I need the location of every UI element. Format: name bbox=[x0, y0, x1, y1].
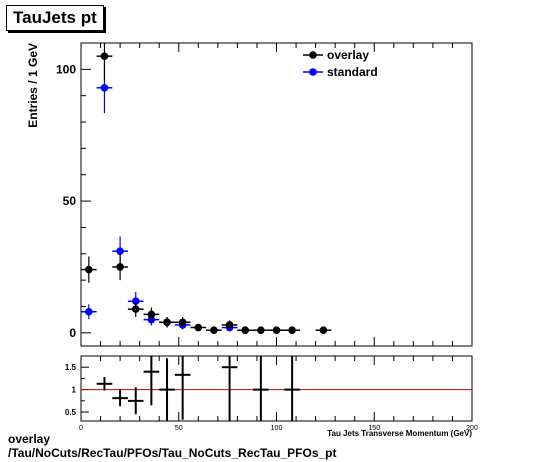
legend-label: overlay bbox=[327, 48, 369, 62]
overlay-point bbox=[159, 317, 175, 328]
overlay-point bbox=[268, 326, 285, 334]
marker bbox=[241, 326, 250, 334]
ratio-point bbox=[127, 387, 144, 415]
x-tick-label: 0 bbox=[79, 425, 83, 432]
x-tick-label: 100 bbox=[271, 425, 283, 432]
x-tick-label: 50 bbox=[175, 425, 183, 432]
footer-path: /Tau/NoCuts/RecTau/PFOs/Tau_NoCuts_RecTa… bbox=[8, 446, 337, 460]
ratio-point bbox=[221, 356, 238, 421]
ratio-point bbox=[143, 356, 160, 406]
legend-label: standard bbox=[327, 65, 378, 79]
ratio-y-tick-label: 1 bbox=[72, 386, 77, 395]
ratio-y-tick-label: 1.5 bbox=[65, 363, 77, 372]
marker bbox=[210, 326, 218, 334]
ratio-point bbox=[174, 356, 191, 420]
overlay-point bbox=[96, 43, 113, 83]
legend-marker bbox=[309, 68, 317, 76]
marker bbox=[272, 326, 281, 334]
overlay-point bbox=[143, 307, 160, 322]
marker bbox=[178, 318, 187, 327]
y-tick-label: 100 bbox=[56, 62, 76, 76]
legend-entry: standard bbox=[303, 65, 378, 79]
marker bbox=[85, 307, 93, 316]
marker bbox=[194, 323, 203, 332]
x-tick-label: 200 bbox=[466, 425, 478, 432]
overlay-point bbox=[253, 326, 269, 334]
ratio-point bbox=[159, 358, 175, 421]
overlay-point bbox=[284, 326, 300, 334]
ratio-point bbox=[284, 356, 300, 421]
overlay-point bbox=[81, 256, 97, 283]
marker bbox=[100, 52, 109, 60]
overlay-point bbox=[190, 323, 207, 332]
footer-label: overlay bbox=[8, 432, 51, 446]
marker bbox=[100, 83, 109, 92]
marker bbox=[163, 318, 171, 327]
y-tick-label: 0 bbox=[69, 326, 76, 340]
standard-point bbox=[81, 304, 97, 320]
marker bbox=[116, 263, 124, 271]
overlay-point bbox=[315, 326, 332, 334]
marker bbox=[225, 321, 234, 329]
overlay-point bbox=[127, 301, 144, 318]
ratio-point bbox=[253, 356, 269, 421]
overlay-point bbox=[221, 320, 238, 330]
marker bbox=[288, 326, 296, 334]
marker bbox=[147, 310, 156, 319]
overlay-point bbox=[237, 326, 254, 334]
overlay-point bbox=[174, 317, 191, 328]
overlay-point bbox=[206, 326, 222, 334]
ratio-plot-frame bbox=[80, 355, 473, 422]
marker bbox=[319, 326, 328, 334]
ratio-point bbox=[112, 390, 128, 407]
marker bbox=[257, 326, 265, 334]
chart-title: TauJets pt bbox=[6, 5, 104, 31]
ratio-y-tick-label: 0.5 bbox=[65, 408, 77, 417]
x-tick-label: 150 bbox=[368, 425, 380, 432]
legend-marker bbox=[309, 51, 317, 59]
marker bbox=[131, 305, 140, 313]
y-axis-label: Entries / 1 GeV bbox=[26, 43, 40, 128]
x-axis-label: Tau Jets Transverse Momentum (GeV) bbox=[327, 429, 472, 438]
marker bbox=[116, 247, 124, 255]
overlay-point bbox=[112, 253, 128, 281]
ratio-point bbox=[96, 377, 113, 391]
legend-entry: overlay bbox=[303, 48, 369, 62]
y-tick-label: 50 bbox=[63, 194, 77, 208]
marker bbox=[85, 265, 93, 274]
